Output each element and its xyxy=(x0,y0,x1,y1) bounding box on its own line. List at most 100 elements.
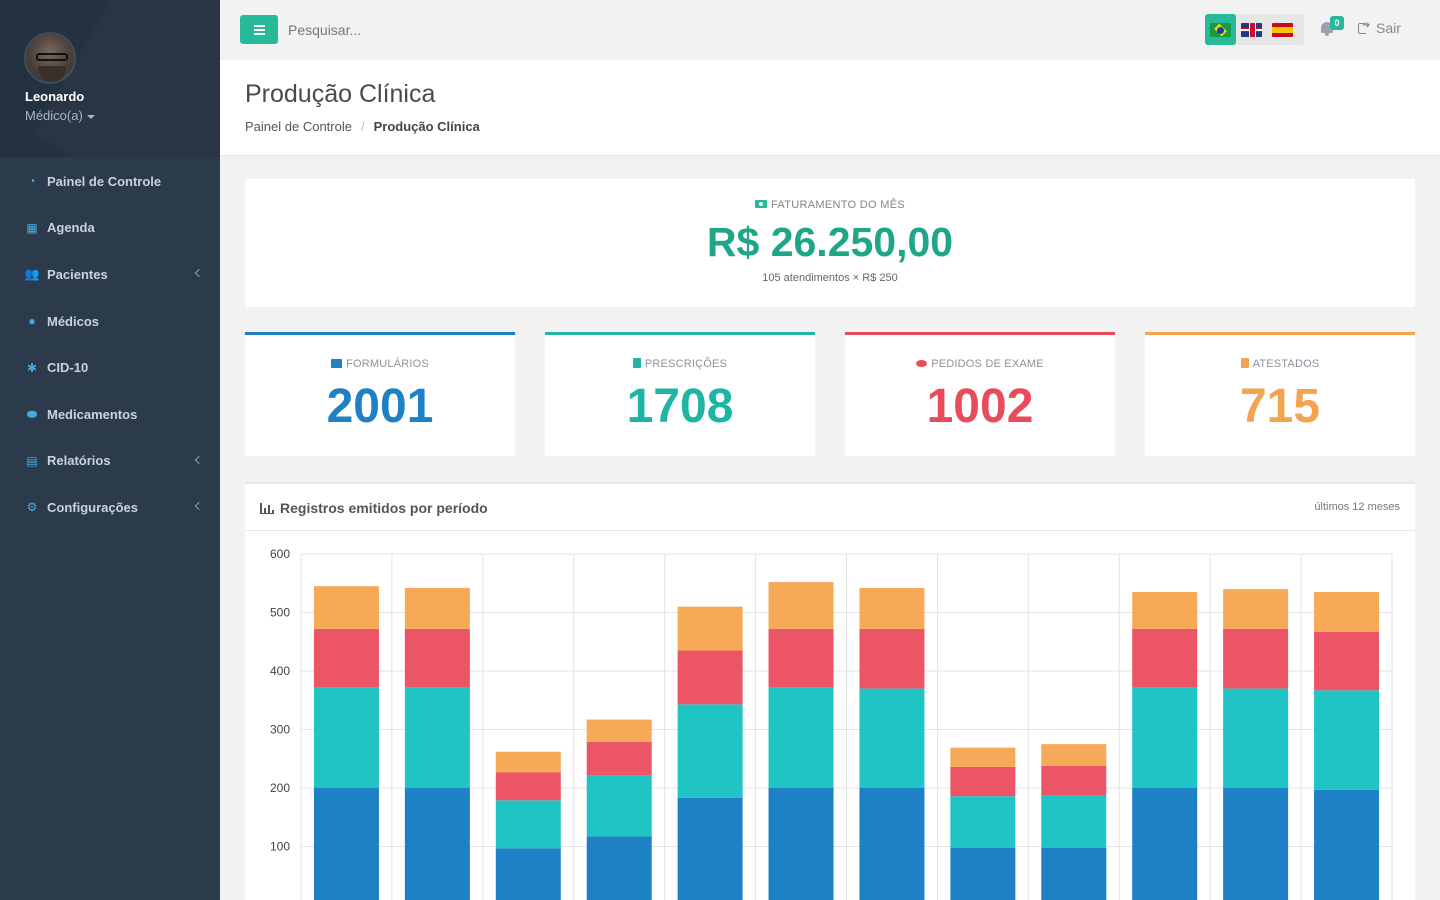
revenue-label: FATURAMENTO DO MÊS xyxy=(771,199,905,211)
user-md-icon: ● xyxy=(28,314,36,329)
bar-segment xyxy=(313,788,379,900)
bar-segment xyxy=(1223,628,1289,689)
sidebar-item-label: Configurações xyxy=(47,499,139,515)
revenue-card: FATURAMENTO DO MÊS R$ 26.250,00 105 aten… xyxy=(245,179,1415,307)
chart-title: Registros emitidos por período xyxy=(280,500,488,516)
stat-value: 2001 xyxy=(326,380,434,433)
y-tick-label: 400 xyxy=(270,664,290,678)
dashboard-icon: ◔ xyxy=(28,174,36,189)
stat-card-atestados: ATESTADOS 715 xyxy=(1145,332,1415,456)
uk-flag-icon xyxy=(1241,22,1262,37)
sidebar-item-label: Pacientes xyxy=(47,266,108,282)
calendar-icon: ▦ xyxy=(26,220,38,235)
users-icon: 👥 xyxy=(24,267,40,282)
stat-label: ATESTADOS xyxy=(1252,358,1320,370)
pill-icon: ⬬ xyxy=(26,406,38,421)
user-role-label: Médico(a) xyxy=(25,108,83,123)
revenue-detail: 105 atendimentos × R$ 250 xyxy=(762,272,898,284)
logout-button[interactable]: Sair xyxy=(1358,20,1401,36)
sidebar-item-relatorios[interactable]: ▤ Relatórios xyxy=(0,438,220,485)
bar-segment xyxy=(495,772,561,801)
bar-segment xyxy=(768,687,834,788)
sidebar-item-agenda[interactable]: ▦ Agenda xyxy=(0,205,220,252)
breadcrumb-separator: / xyxy=(360,119,365,134)
bar-segment xyxy=(1314,592,1380,632)
language-en-button[interactable] xyxy=(1236,14,1267,45)
sidebar-item-medicamentos[interactable]: ⬬ Medicamentos xyxy=(0,391,220,438)
chevron-left-icon xyxy=(194,269,204,278)
chart-card: Registros emitidos por período últimos 1… xyxy=(245,482,1415,900)
breadcrumb-root-link[interactable]: Painel de Controle xyxy=(245,119,352,134)
bar-segment xyxy=(768,788,834,900)
bar-segment xyxy=(1041,765,1107,796)
sidebar-item-pacientes[interactable]: 👥 Pacientes xyxy=(0,251,220,298)
cogs-icon: ⚙ xyxy=(26,500,38,515)
bar-segment xyxy=(1314,690,1380,790)
stat-card-pedidos-exame: PEDIDOS DE EXAME 1002 xyxy=(845,332,1115,456)
bar-segment xyxy=(1314,789,1380,900)
avatar-beard xyxy=(38,66,66,82)
stat-label-row: ATESTADOS xyxy=(1145,358,1415,370)
language-pt-br-button[interactable] xyxy=(1205,14,1236,45)
y-tick-label: 600 xyxy=(270,547,290,561)
breadcrumb-current: Produção Clínica xyxy=(373,119,480,134)
bar-segment xyxy=(586,775,652,837)
menu-toggle-button[interactable] xyxy=(240,15,278,44)
bar-segment xyxy=(950,847,1016,900)
language-es-button[interactable] xyxy=(1267,14,1298,45)
y-tick-label: 100 xyxy=(270,840,290,854)
bar-segment xyxy=(1041,744,1107,766)
bar-segment xyxy=(1132,628,1198,688)
chevron-left-icon xyxy=(194,502,204,511)
revenue-value: R$ 26.250,00 xyxy=(706,219,954,265)
stat-card-formularios: FORMULÁRIOS 2001 xyxy=(245,332,515,456)
avatar-glasses xyxy=(36,53,68,61)
user-role-dropdown[interactable]: Médico(a) xyxy=(25,108,95,123)
file-text-icon xyxy=(1240,358,1249,369)
bar-segment xyxy=(495,751,561,773)
bar-segment xyxy=(677,797,743,900)
sidebar-item-cid-10[interactable]: ✱ CID-10 xyxy=(0,344,220,391)
chart-period-label: últimos 12 meses xyxy=(1314,501,1400,513)
bar-segment xyxy=(1314,631,1380,691)
bar-segment xyxy=(495,848,561,900)
sign-out-icon xyxy=(1358,20,1370,34)
revenue-label-row: FATURAMENTO DO MÊS xyxy=(245,199,1415,211)
sidebar-item-label: Relatórios xyxy=(47,453,111,469)
bar-segment xyxy=(859,628,925,689)
sidebar-menu: ◔ Painel de Controle ▦ Agenda 👥 Pacientes ● Méd… xyxy=(0,157,220,531)
stat-card-prescricoes: PRESCRIÇÕES 1708 xyxy=(545,332,815,456)
bar-chart-icon xyxy=(260,502,274,514)
topbar: 0 Sair xyxy=(220,0,1440,60)
bell-clapper xyxy=(1325,33,1329,36)
page-title: Produção Clínica xyxy=(245,80,436,108)
sidebar-item-configuracoes[interactable]: ⚙ Configurações xyxy=(0,484,220,531)
bar-segment xyxy=(586,741,652,776)
chevron-left-icon xyxy=(194,455,204,465)
bar-segment xyxy=(1223,788,1289,900)
sidebar-item-medicos[interactable]: ● Médicos xyxy=(0,298,220,345)
bar-segment xyxy=(586,836,652,900)
sidebar-item-label: Medicamentos xyxy=(47,406,138,422)
sidebar-item-label: Agenda xyxy=(47,220,95,236)
newspaper-icon: ▤ xyxy=(26,453,38,468)
search-input[interactable] xyxy=(288,18,588,42)
money-icon xyxy=(755,200,768,209)
bar-segment xyxy=(768,628,834,688)
stat-label: PEDIDOS DE EXAME xyxy=(931,358,1044,370)
sidebar-item-painel-de-controle[interactable]: ◔ Painel de Controle xyxy=(0,158,220,205)
y-tick-label: 300 xyxy=(270,723,290,737)
notifications-bell-icon[interactable] xyxy=(1320,20,1334,36)
sidebar: Leonardo Médico(a) ◔ Painel de Controle ▦ A… xyxy=(0,0,220,900)
spain-flag-icon xyxy=(1272,22,1293,37)
bar-segment xyxy=(859,688,925,788)
bug-icon: ✱ xyxy=(26,360,38,375)
stacked-bar-chart: 100 200 300 400 500 600 xyxy=(270,547,1393,900)
bar-segment xyxy=(859,788,925,900)
bar-segment xyxy=(859,587,925,629)
bar-segment xyxy=(1223,589,1289,629)
id-card-icon xyxy=(331,358,343,368)
avatar[interactable] xyxy=(24,32,76,84)
bell-body xyxy=(1321,22,1333,33)
hamburger-line xyxy=(253,24,265,27)
